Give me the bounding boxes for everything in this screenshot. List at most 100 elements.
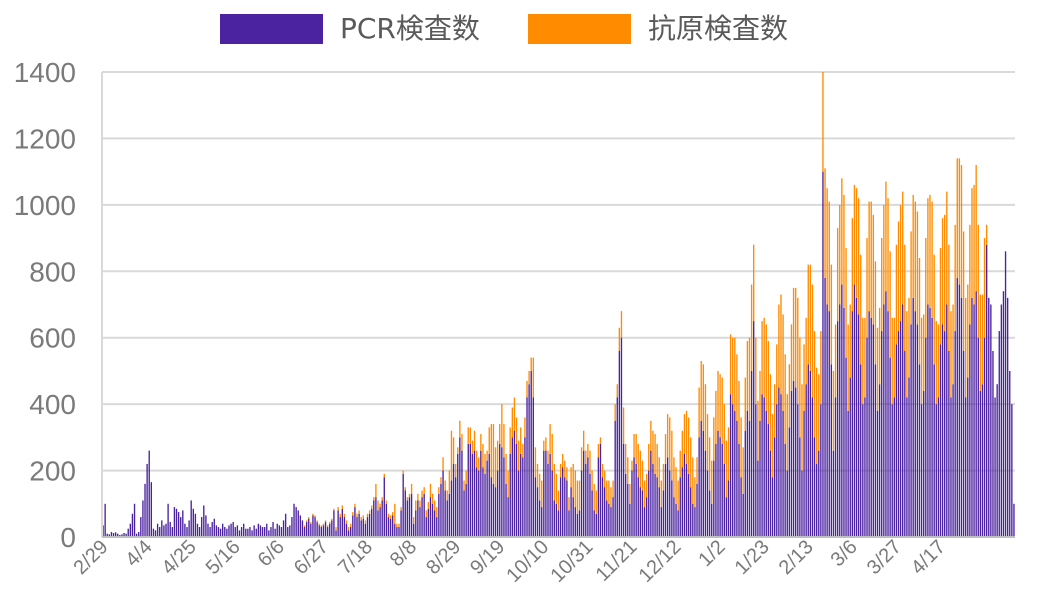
bar-antigen bbox=[608, 480, 610, 504]
bar-antigen bbox=[335, 527, 337, 531]
bar-pcr bbox=[515, 444, 518, 537]
bar-antigen bbox=[547, 450, 549, 464]
bar-antigen bbox=[324, 520, 327, 523]
bar-pcr bbox=[904, 351, 906, 537]
bar-antigen bbox=[603, 470, 606, 488]
bar-pcr bbox=[801, 470, 803, 537]
bar-pcr bbox=[866, 337, 868, 537]
bar-pcr bbox=[138, 532, 140, 537]
bar-antigen bbox=[389, 515, 392, 519]
bar-pcr bbox=[219, 528, 222, 537]
bar-pcr bbox=[857, 314, 860, 537]
bar-antigen bbox=[681, 430, 684, 468]
bar-antigen bbox=[404, 487, 406, 491]
bar-antigen bbox=[801, 384, 803, 471]
bar-pcr bbox=[738, 444, 740, 537]
bar-pcr bbox=[517, 470, 520, 537]
bar-pcr bbox=[927, 304, 929, 537]
bar-pcr bbox=[478, 470, 480, 537]
bar-antigen bbox=[927, 198, 929, 305]
bar-antigen bbox=[740, 417, 742, 478]
bar-antigen bbox=[450, 430, 453, 481]
bar-pcr bbox=[201, 517, 203, 537]
bar-antigen bbox=[580, 447, 583, 471]
bar-pcr bbox=[457, 453, 459, 537]
x-tick-label: 1/2 bbox=[694, 536, 729, 571]
bar-antigen bbox=[746, 341, 749, 411]
bar-antigen bbox=[385, 500, 388, 504]
bar-pcr bbox=[392, 515, 394, 537]
bar-antigen bbox=[576, 480, 579, 514]
bar-pcr bbox=[593, 510, 595, 537]
bar-antigen bbox=[517, 440, 520, 471]
bar-pcr bbox=[140, 517, 142, 537]
bar-pcr bbox=[314, 517, 316, 537]
bar-pcr bbox=[163, 525, 165, 538]
bar-antigen bbox=[465, 470, 467, 484]
bar-pcr bbox=[253, 525, 255, 538]
bar-antigen bbox=[931, 201, 933, 318]
bar-pcr bbox=[471, 453, 474, 537]
bar-antigen bbox=[899, 204, 902, 322]
bar-pcr bbox=[606, 500, 608, 537]
bar-antigen bbox=[459, 420, 461, 438]
legend-item-pcr[interactable]: PCR検査数 bbox=[220, 12, 480, 45]
bar-pcr bbox=[740, 477, 742, 537]
bar-pcr bbox=[215, 525, 218, 538]
bar-series bbox=[102, 72, 1015, 538]
bar-pcr bbox=[350, 527, 352, 537]
bar-pcr bbox=[509, 453, 511, 537]
bar-pcr bbox=[310, 523, 312, 537]
bar-antigen bbox=[574, 470, 576, 508]
bar-pcr bbox=[492, 483, 495, 537]
bar-pcr bbox=[331, 520, 333, 537]
bar-antigen bbox=[979, 294, 982, 391]
bar-pcr bbox=[522, 457, 524, 537]
bar-antigen bbox=[937, 324, 940, 398]
bar-pcr bbox=[289, 525, 291, 538]
y-tick-label: 0 bbox=[60, 522, 76, 553]
bar-antigen bbox=[885, 181, 887, 292]
bar-pcr bbox=[761, 394, 763, 537]
bar-antigen bbox=[383, 473, 385, 478]
bar-pcr bbox=[874, 364, 877, 537]
bar-pcr bbox=[635, 463, 637, 537]
bar-pcr bbox=[505, 483, 507, 537]
bar-pcr bbox=[920, 404, 923, 537]
bar-antigen bbox=[874, 261, 877, 365]
bar-antigen bbox=[631, 460, 633, 471]
bar-pcr bbox=[526, 397, 528, 537]
bar-pcr bbox=[381, 500, 383, 537]
bar-pcr bbox=[627, 483, 629, 537]
bar-antigen bbox=[551, 434, 553, 471]
bar-antigen bbox=[379, 503, 381, 508]
y-tick-label: 800 bbox=[29, 256, 76, 287]
bar-pcr bbox=[759, 420, 761, 537]
bar-antigen bbox=[492, 424, 495, 484]
legend: PCR検査数 抗原検査数 bbox=[220, 12, 788, 45]
bar-pcr bbox=[893, 397, 895, 537]
bar-antigen bbox=[673, 457, 675, 498]
bar-pcr bbox=[287, 527, 289, 537]
bar-pcr bbox=[568, 510, 570, 537]
bar-antigen bbox=[713, 417, 715, 461]
bar-pcr bbox=[645, 497, 648, 537]
bar-pcr bbox=[358, 513, 360, 537]
bar-pcr bbox=[356, 517, 358, 537]
legend-item-antigen[interactable]: 抗原検査数 bbox=[528, 12, 788, 45]
bar-antigen bbox=[505, 453, 507, 484]
bar-pcr bbox=[335, 530, 337, 537]
bar-antigen bbox=[671, 430, 673, 481]
bar-pcr bbox=[261, 527, 264, 537]
bar-antigen bbox=[794, 287, 797, 388]
bar-antigen bbox=[929, 194, 931, 308]
x-tick-label: 2/13 bbox=[775, 536, 818, 579]
bar-antigen bbox=[314, 515, 316, 518]
bar-pcr bbox=[698, 437, 700, 537]
bar-pcr bbox=[981, 384, 984, 537]
bar-pcr bbox=[624, 473, 627, 537]
bar-antigen bbox=[503, 424, 505, 458]
bar-antigen bbox=[377, 500, 379, 511]
bar-pcr bbox=[933, 364, 935, 537]
bar-pcr bbox=[687, 473, 690, 537]
